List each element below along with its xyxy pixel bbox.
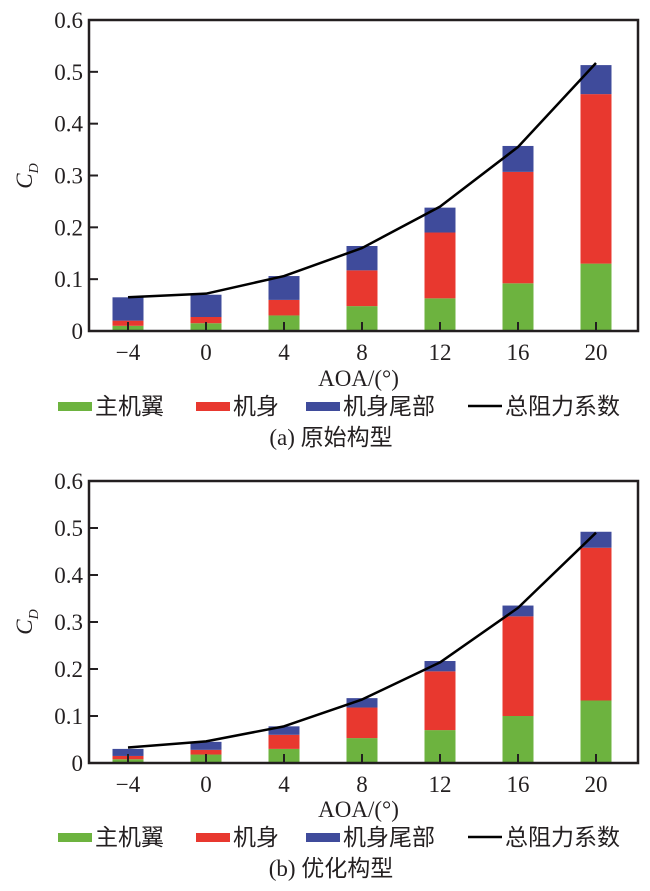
legend-item: 机身: [196, 825, 279, 851]
legend-swatch: [306, 833, 340, 842]
bar-segment-fuselage-3: [346, 270, 378, 307]
x-tick-label: 4: [278, 340, 290, 365]
y-tick-label: 0.4: [54, 563, 83, 588]
y-tick-label: 0.3: [54, 610, 83, 635]
legend-item: 总阻力系数: [468, 825, 620, 851]
x-axis-title: AOA/(°): [318, 366, 399, 391]
legend-label: 主机翼: [95, 825, 164, 851]
legend-item: 机身尾部: [306, 394, 435, 420]
chart-original-config: 0 0.1 0.2 0.3 0.4 0.5 0.6 −4 0 4 8 12 16 20 AOA/(°) CD 主…: [12, 8, 640, 450]
total-drag-line: [127, 531, 597, 749]
bar-segment-tail-6: [580, 65, 612, 95]
legend-item: 机身: [196, 394, 279, 420]
bars: [112, 65, 612, 331]
figure-caption: (b) 优化构型: [269, 856, 394, 881]
y-tick-label: 0.5: [54, 60, 83, 85]
legend-item: 主机翼: [58, 394, 164, 420]
y-tick-label: 0: [72, 319, 84, 344]
legend-swatch: [58, 833, 92, 842]
legend-item: 总阻力系数: [468, 394, 620, 420]
y-tick-label: 0.2: [54, 657, 83, 682]
bar-segment-fuselage-6: [580, 547, 612, 701]
legend-swatch: [196, 402, 230, 411]
x-tick-label: 12: [429, 340, 452, 365]
legend-item: 机身尾部: [306, 825, 435, 851]
x-tick-label: 4: [278, 772, 290, 797]
y-axis-title-sub: D: [27, 163, 42, 174]
x-tick-label: 16: [507, 772, 530, 797]
legend-swatch: [58, 402, 92, 411]
x-axis-title: AOA/(°): [318, 797, 399, 822]
bar-segment-fuselage-2: [268, 299, 300, 316]
bar-segment-tail-2: [268, 726, 300, 735]
legend-label: 总阻力系数: [505, 394, 620, 420]
y-axis-title: CD: [12, 163, 42, 188]
legend-swatch: [306, 402, 340, 411]
legend: 主机翼 机身 机身尾部 总阻力系数: [58, 394, 620, 420]
bar-segment-tail-5: [502, 145, 534, 172]
bar-segment-fuselage-4: [424, 232, 456, 299]
bar-segment-fuselage-5: [502, 171, 534, 284]
bar-segment-fuselage-5: [502, 616, 534, 716]
plot-frame: [87, 479, 640, 765]
legend-label: 主机翼: [95, 394, 164, 420]
bar-segment-tail-0: [112, 297, 144, 321]
y-tick-label: 0.2: [54, 215, 83, 240]
x-tick-label: 8: [356, 340, 368, 365]
bar-segment-fuselage-1: [190, 749, 222, 755]
y-axis-title: CD: [12, 609, 42, 634]
bar-segment-tail-4: [424, 661, 456, 672]
legend: 主机翼 机身 机身尾部 总阻力系数: [58, 825, 620, 851]
bar-segment-tail-6: [580, 531, 612, 548]
bar-segment-main-wing-6: [580, 700, 612, 763]
y-tick-label: 0.6: [54, 8, 83, 33]
legend-item: 主机翼: [58, 825, 164, 851]
x-tick-label: 20: [585, 772, 608, 797]
x-tick-label: −4: [116, 340, 141, 365]
x-tick-label: 12: [429, 772, 452, 797]
y-tick-label: 0.5: [54, 516, 83, 541]
legend-swatch: [196, 833, 230, 842]
y-axis-title-main: C: [12, 173, 37, 189]
bar-segment-main-wing-6: [580, 263, 612, 331]
legend-label: 机身: [233, 825, 279, 851]
y-tick-label: 0.3: [54, 164, 83, 189]
bar-segment-tail-2: [268, 276, 300, 300]
chart-optimized-config: 0 0.1 0.2 0.3 0.4 0.5 0.6 −4 0 4 8 12 16 20 AOA/(°) CD 主…: [12, 469, 640, 881]
bar-segment-tail-0: [112, 748, 144, 756]
bar-segment-tail-1: [190, 294, 222, 318]
bar-segment-fuselage-1: [190, 317, 222, 324]
bar-segment-tail-5: [502, 605, 534, 617]
y-tick-label: 0: [72, 751, 84, 776]
bar-segment-fuselage-6: [580, 94, 612, 264]
x-tick-label: 0: [200, 772, 212, 797]
total-drag-line: [127, 62, 597, 299]
y-tick-label: 0.1: [54, 267, 83, 292]
x-tick-label: 8: [356, 772, 368, 797]
legend-label: 总阻力系数: [505, 825, 620, 851]
bar-segment-fuselage-2: [268, 734, 300, 749]
legend-label: 机身: [233, 394, 279, 420]
x-tick-label: −4: [116, 772, 141, 797]
x-tick-label: 0: [200, 340, 212, 365]
bars: [112, 531, 612, 763]
plot-frame: [87, 18, 640, 333]
figure-caption: (a) 原始构型: [269, 425, 392, 450]
y-tick-label: 0.1: [54, 704, 83, 729]
bar-segment-fuselage-4: [424, 671, 456, 731]
bar-segment-fuselage-3: [346, 707, 378, 739]
y-tick-label: 0.4: [54, 112, 83, 137]
legend-label: 机身尾部: [343, 825, 435, 851]
bar-segment-tail-3: [346, 698, 378, 708]
y-axis-title-main: C: [12, 619, 37, 635]
bar-segment-tail-1: [190, 741, 222, 750]
legend-label: 机身尾部: [343, 394, 435, 420]
y-tick-label: 0.6: [54, 469, 83, 494]
x-tick-label: 16: [507, 340, 530, 365]
x-tick-label: 20: [585, 340, 608, 365]
y-axis-title-sub: D: [27, 609, 42, 620]
bar-segment-tail-3: [346, 245, 378, 271]
